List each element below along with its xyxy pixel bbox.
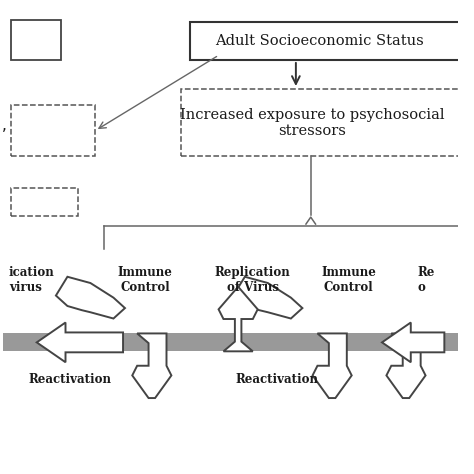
Text: Increased exposure to psychosocial
stressors: Increased exposure to psychosocial stres… [180,108,445,138]
Polygon shape [219,287,258,351]
FancyBboxPatch shape [190,22,468,60]
FancyBboxPatch shape [181,89,464,156]
Polygon shape [382,322,444,362]
Text: ication
virus: ication virus [9,266,55,294]
Text: Re
o: Re o [418,266,435,294]
Polygon shape [132,333,172,398]
FancyBboxPatch shape [11,20,61,60]
Polygon shape [312,333,352,398]
Polygon shape [36,322,123,362]
Text: Immune
Control: Immune Control [118,266,173,294]
FancyBboxPatch shape [11,188,78,216]
Text: ,: , [2,118,7,133]
Polygon shape [386,333,426,398]
Text: Reactivation: Reactivation [235,373,318,386]
FancyBboxPatch shape [11,105,95,156]
Text: Adult Socioeconomic Status: Adult Socioeconomic Status [215,34,424,48]
Text: Replication
of Virus: Replication of Virus [215,266,291,294]
Polygon shape [56,277,125,319]
Text: Immune
Control: Immune Control [321,266,376,294]
FancyBboxPatch shape [0,333,464,351]
Polygon shape [233,277,302,319]
Text: Reactivation: Reactivation [29,373,112,386]
